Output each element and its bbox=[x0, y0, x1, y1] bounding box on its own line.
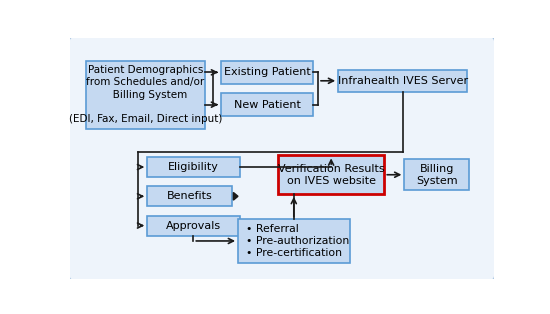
Text: Eligibility: Eligibility bbox=[168, 162, 219, 172]
Text: Infrahealth IVES Server: Infrahealth IVES Server bbox=[338, 76, 468, 86]
FancyBboxPatch shape bbox=[338, 70, 468, 92]
FancyBboxPatch shape bbox=[221, 61, 314, 84]
Text: Patient Demographics
from Schedules and/or
   Billing System

(EDI, Fax, Email, : Patient Demographics from Schedules and/… bbox=[69, 65, 222, 124]
FancyBboxPatch shape bbox=[278, 155, 384, 194]
FancyBboxPatch shape bbox=[69, 36, 495, 281]
FancyBboxPatch shape bbox=[147, 157, 240, 177]
Text: Existing Patient: Existing Patient bbox=[224, 67, 311, 77]
Text: Benefits: Benefits bbox=[167, 191, 212, 201]
FancyBboxPatch shape bbox=[221, 93, 314, 116]
FancyBboxPatch shape bbox=[147, 215, 240, 236]
Text: Verification Results
on IVES website: Verification Results on IVES website bbox=[278, 164, 384, 186]
FancyBboxPatch shape bbox=[147, 186, 232, 206]
FancyBboxPatch shape bbox=[238, 219, 350, 263]
FancyBboxPatch shape bbox=[404, 159, 469, 190]
Text: Billing
System: Billing System bbox=[416, 164, 458, 186]
FancyBboxPatch shape bbox=[86, 61, 205, 128]
Text: New Patient: New Patient bbox=[234, 100, 301, 110]
Text: • Referral
• Pre-authorization
• Pre-certification: • Referral • Pre-authorization • Pre-cer… bbox=[246, 224, 349, 258]
Polygon shape bbox=[233, 192, 238, 200]
Text: Approvals: Approvals bbox=[166, 220, 221, 230]
